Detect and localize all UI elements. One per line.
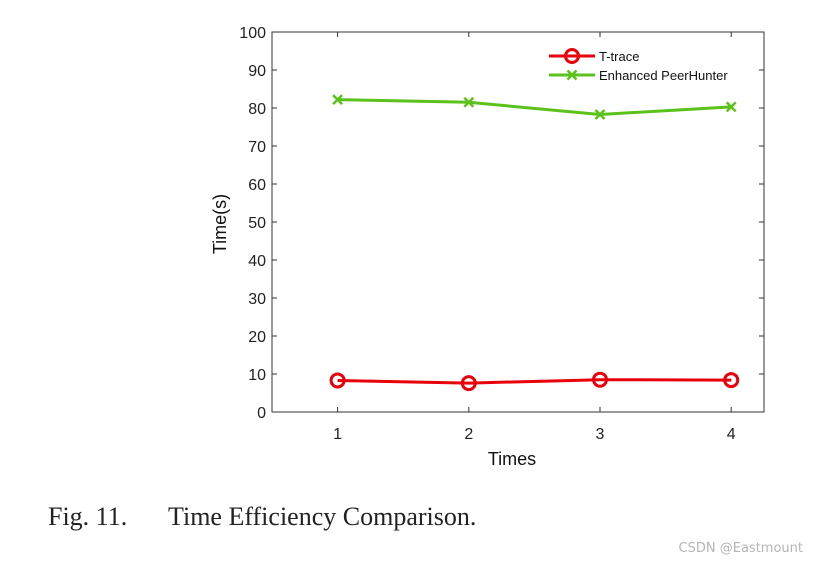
figure-caption: Fig. 11. Time Efficiency Comparison. bbox=[48, 502, 476, 532]
data-point-circle bbox=[329, 372, 346, 389]
y-tick-label: 10 bbox=[248, 367, 266, 384]
data-point-circle bbox=[723, 372, 740, 389]
data-point-x bbox=[463, 96, 475, 108]
y-tick-label: 30 bbox=[248, 291, 266, 308]
figure-caption-text: Time Efficiency Comparison. bbox=[168, 502, 477, 531]
y-axis-title: Time(s) bbox=[210, 194, 230, 254]
y-tick-label: 0 bbox=[257, 405, 266, 422]
line-chart: 0 10 20 30 40 50 60 70 80 90 100 1 2 3 4 Times Time(s) T-… bbox=[210, 25, 765, 469]
legend-marker-circle bbox=[564, 48, 580, 64]
data-point-circle bbox=[592, 371, 608, 388]
x-tick-label: 4 bbox=[727, 426, 736, 443]
x-tick-label: 2 bbox=[464, 426, 473, 443]
y-tick-label: 70 bbox=[248, 139, 266, 156]
series-line-2 bbox=[337, 98, 732, 116]
legend-label: T-trace bbox=[599, 49, 639, 64]
data-point-x bbox=[332, 94, 343, 106]
series-line-1 bbox=[337, 378, 732, 385]
data-point-x bbox=[725, 101, 737, 113]
axes-box bbox=[271, 31, 765, 413]
legend-label: Enhanced PeerHunter bbox=[599, 68, 728, 83]
data-point-circle bbox=[460, 375, 477, 392]
y-tick-label: 90 bbox=[248, 63, 266, 80]
y-tick-label: 60 bbox=[248, 177, 266, 194]
data-point-x bbox=[594, 109, 606, 120]
figure-number: Fig. 11. bbox=[48, 502, 128, 531]
watermark: CSDN @Eastmount bbox=[678, 541, 803, 556]
y-tick-label: 100 bbox=[239, 25, 266, 42]
x-tick-label: 3 bbox=[596, 426, 605, 443]
y-tick-label: 50 bbox=[248, 215, 266, 232]
x-axis-title: Times bbox=[488, 449, 536, 469]
plot-area: 0 10 20 30 40 50 60 70 80 90 100 1 2 3 4 Times Time(s) T-… bbox=[210, 25, 765, 469]
y-tick-label: 20 bbox=[248, 329, 266, 346]
y-tick-label: 80 bbox=[248, 101, 266, 118]
legend-marker-x bbox=[566, 69, 578, 81]
x-tick-label: 1 bbox=[333, 426, 342, 443]
y-tick-label: 40 bbox=[248, 253, 266, 270]
